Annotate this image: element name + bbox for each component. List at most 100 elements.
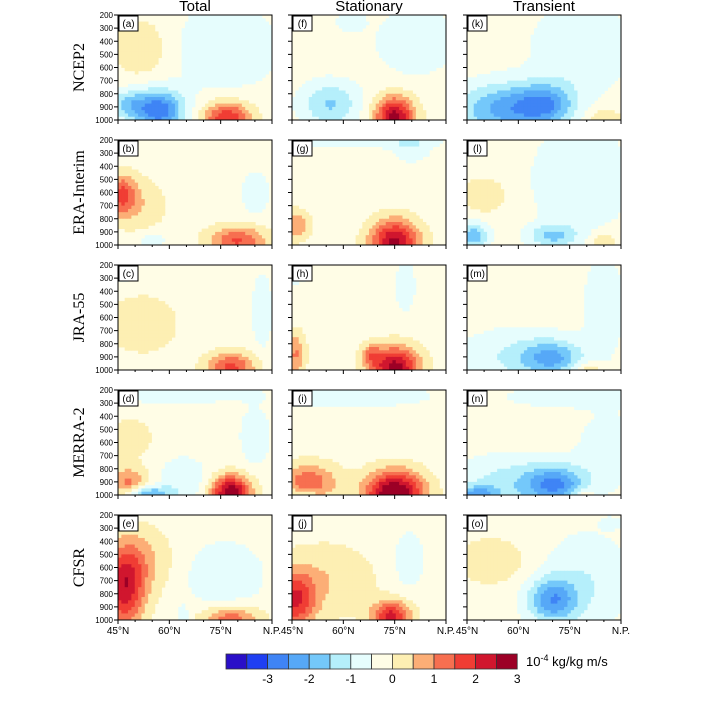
contour-cell [365, 238, 370, 243]
contour-cell [268, 314, 272, 318]
contour-cell [292, 212, 296, 216]
contour-cell [235, 103, 239, 108]
contour-cell [268, 37, 272, 42]
contour-cell [248, 228, 253, 233]
contour-cell [255, 199, 260, 203]
contour-cell [295, 238, 300, 243]
contour-cell [148, 54, 152, 59]
contour-cell [134, 593, 139, 598]
contour-cell [385, 143, 390, 147]
contour-cell [161, 577, 166, 582]
contour-cell [348, 28, 353, 32]
contour-cell [255, 67, 260, 72]
contour-cell [138, 41, 142, 45]
contour-cell [218, 225, 223, 229]
contour-cell [369, 225, 373, 229]
contour-cell [409, 225, 413, 229]
contour-cell [218, 606, 223, 611]
contour-cell [215, 37, 219, 42]
contour-cell [258, 287, 263, 292]
contour-cell [221, 228, 226, 233]
contour-cell [225, 67, 229, 72]
contour-cell [141, 182, 146, 187]
contour-cell [191, 37, 196, 42]
contour-cell [151, 195, 156, 200]
contour-cell [215, 83, 219, 88]
contour-cell [151, 580, 156, 585]
contour-cell [124, 225, 129, 229]
contour-cell [379, 100, 383, 104]
contour-cell [195, 70, 199, 75]
contour-cell [395, 93, 400, 98]
contour-cell [148, 524, 152, 529]
contour-cell [251, 185, 256, 190]
contour-cell [395, 21, 400, 26]
contour-cell [395, 231, 400, 236]
contour-cell [211, 567, 216, 572]
contour-cell [134, 41, 139, 45]
contour-cell [218, 47, 223, 52]
contour-cell [148, 439, 152, 443]
contour-cell [228, 116, 233, 120]
contour-cell [158, 218, 162, 223]
contour-cell [148, 600, 152, 604]
contour-cell [325, 90, 330, 95]
contour-cell [118, 544, 122, 549]
contour-cell [211, 363, 216, 368]
contour-cell [255, 580, 260, 585]
contour-cell [158, 310, 162, 315]
contour-cell [188, 74, 193, 78]
contour-cell [201, 613, 206, 618]
contour-cell [385, 18, 390, 22]
contour-cell [352, 143, 357, 147]
contour-cell [399, 97, 403, 101]
contour-cell [208, 587, 213, 591]
contour-cell [191, 24, 196, 29]
contour-cell [409, 106, 413, 111]
contour-cell [248, 475, 253, 479]
contour-cell [195, 488, 199, 493]
contour-cell [395, 64, 400, 68]
contour-cell [342, 113, 346, 118]
contour-cell [415, 146, 420, 151]
contour-cell [375, 218, 380, 223]
contour-cell [208, 235, 213, 239]
contour-cell [302, 218, 306, 223]
contour-cell [375, 116, 380, 120]
contour-cell [268, 297, 272, 302]
contour-cell [151, 531, 156, 536]
contour-cell [181, 113, 186, 118]
contour-cell [432, 51, 437, 55]
contour-cell [128, 455, 132, 460]
contour-cell [138, 208, 142, 213]
contour-cell [164, 330, 169, 335]
contour-cell [181, 34, 186, 39]
contour-cell [415, 37, 420, 42]
contour-cell [215, 235, 219, 239]
contour-cell [231, 238, 236, 243]
contour-cell [268, 294, 272, 299]
contour-cell [345, 140, 350, 144]
contour-cell [258, 284, 263, 289]
contour-cell [188, 570, 193, 575]
contour-cell [128, 202, 132, 207]
contour-cell [248, 583, 253, 588]
contour-cell [124, 304, 129, 309]
contour-cell [181, 97, 186, 101]
contour-cell [118, 47, 122, 52]
contour-cell [138, 564, 142, 568]
contour-cell [134, 600, 139, 604]
contour-cell [131, 587, 136, 591]
contour-cell [211, 21, 216, 26]
contour-cell [154, 567, 159, 572]
contour-cell [134, 435, 139, 440]
contour-cell [205, 24, 209, 29]
contour-cell [124, 432, 129, 437]
contour-cell [241, 554, 246, 559]
contour-cell [215, 366, 219, 370]
contour-cell [302, 222, 306, 226]
contour-cell [218, 557, 223, 562]
contour-cell [308, 106, 313, 111]
contour-cell [382, 37, 387, 42]
